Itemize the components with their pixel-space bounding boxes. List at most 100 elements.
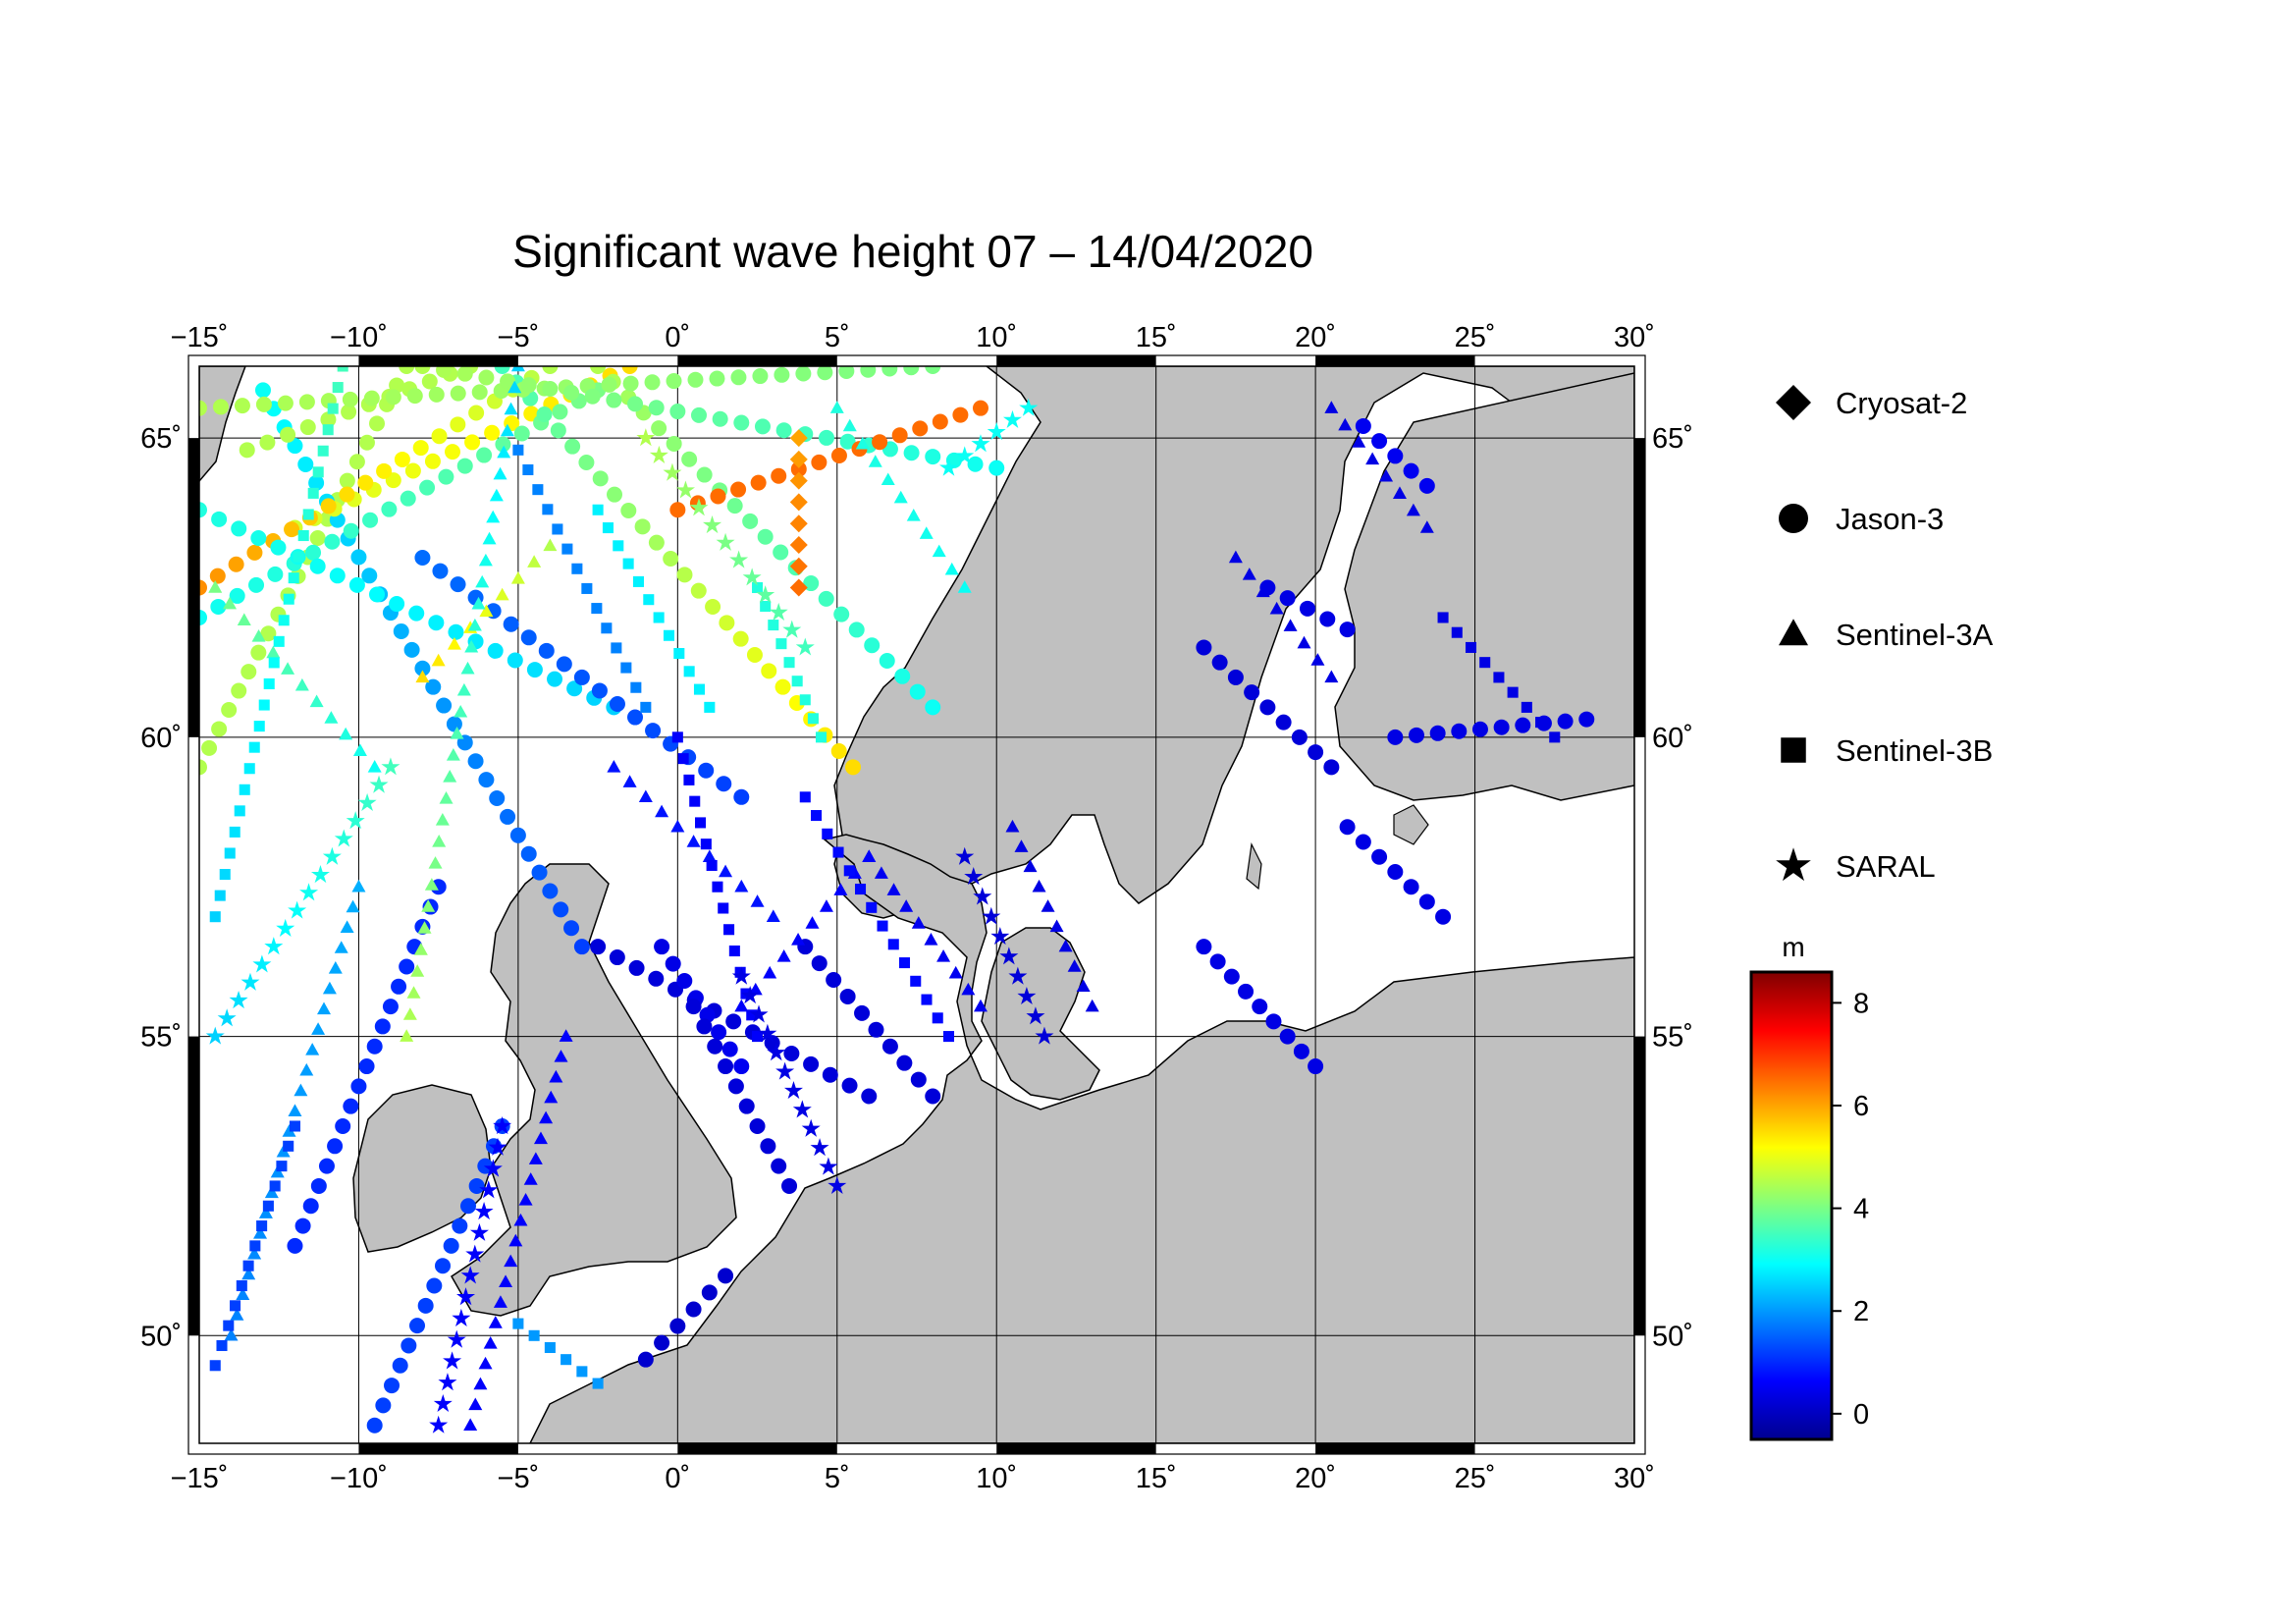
data-point <box>230 1308 244 1321</box>
data-point <box>719 864 733 878</box>
data-point <box>561 543 573 555</box>
data-point <box>733 788 750 805</box>
data-point <box>669 1318 686 1334</box>
data-point <box>1023 859 1038 873</box>
data-point <box>499 1274 513 1288</box>
data-point <box>1451 723 1468 739</box>
lat-tick-label-right: 60˚ <box>1652 723 1693 754</box>
data-point <box>868 455 882 467</box>
data-point <box>250 644 267 661</box>
data-point <box>789 535 808 554</box>
data-point <box>730 481 747 498</box>
data-point <box>317 1001 332 1015</box>
circle-icon <box>1779 504 1808 533</box>
data-point <box>1308 1058 1324 1075</box>
data-point <box>932 1012 943 1024</box>
lon-tick-label-bottom: 30˚ <box>1614 1463 1655 1494</box>
data-point <box>689 795 701 807</box>
data-point <box>705 598 721 615</box>
legend-label: SARAL <box>1836 849 1936 884</box>
lon-tick-label-top: 5˚ <box>825 322 850 353</box>
data-point <box>638 789 653 803</box>
data-point <box>1557 713 1574 730</box>
data-point <box>1365 452 1380 465</box>
data-point <box>1406 503 1420 516</box>
data-point <box>1283 619 1298 631</box>
data-point <box>710 488 726 505</box>
data-point <box>602 522 614 534</box>
data-point <box>563 920 580 937</box>
tick-labels: −15˚ −15˚ −10˚ −10˚ −5˚ −5˚ 0˚ 0˚ 5˚ 5˚ 10˚ 10˚ 15˚ 1… <box>140 322 1693 1494</box>
data-point <box>1238 983 1255 1000</box>
data-point <box>944 562 959 575</box>
data-point <box>302 1198 319 1215</box>
data-point <box>742 513 759 529</box>
data-point <box>924 933 938 946</box>
data-point <box>686 835 701 847</box>
data-point <box>1275 714 1292 730</box>
data-point <box>854 1004 871 1021</box>
data-point <box>903 366 920 376</box>
lat-tick-label-left: 60˚ <box>140 723 182 754</box>
data-point <box>936 948 951 962</box>
data-point <box>841 1077 858 1094</box>
data-point <box>366 1038 383 1055</box>
data-point <box>1211 654 1228 671</box>
diamond-icon <box>1776 385 1811 420</box>
data-point <box>288 572 299 584</box>
data-point <box>1578 711 1595 728</box>
data-point <box>425 678 442 695</box>
data-point <box>1293 1043 1309 1059</box>
data-point <box>467 753 484 770</box>
data-point <box>209 568 226 584</box>
data-point <box>417 1297 434 1314</box>
data-point <box>341 404 357 420</box>
data-point <box>789 514 808 533</box>
data-point <box>1269 601 1284 615</box>
data-point <box>563 384 580 401</box>
data-point <box>811 955 828 972</box>
data-point <box>219 869 231 881</box>
data-point <box>1223 968 1240 985</box>
data-point <box>725 1013 742 1030</box>
satellite-legend: Cryosat-2 Jason-3 Sentinel-3A Sentinel-3B SA… <box>1776 385 1994 884</box>
data-point <box>584 388 601 405</box>
data-point <box>1297 635 1311 649</box>
data-point <box>833 883 848 895</box>
series-sentinel-3b <box>209 366 1561 1389</box>
data-point <box>463 1418 478 1431</box>
data-point <box>527 555 542 568</box>
data-point <box>211 511 228 527</box>
data-point <box>556 656 572 673</box>
lat-tick-label-right: 50˚ <box>1652 1321 1693 1352</box>
data-point <box>520 845 537 862</box>
data-point <box>881 366 898 377</box>
data-point <box>817 366 833 381</box>
data-point <box>967 456 984 472</box>
data-point <box>260 625 277 642</box>
colorbar-ticks: 8 6 4 2 0 <box>1832 988 1869 1431</box>
data-point <box>640 701 652 713</box>
data-point <box>547 671 563 687</box>
data-point <box>912 420 929 437</box>
colorbar-gradient <box>1749 970 1834 1441</box>
data-point <box>746 1009 758 1021</box>
legend-item: Cryosat-2 <box>1776 385 1967 420</box>
data-point <box>919 526 934 539</box>
data-point <box>622 375 639 392</box>
data-point <box>361 568 378 584</box>
data-point <box>760 1138 776 1155</box>
colorbar-unit: m <box>1782 932 1804 962</box>
data-point <box>590 939 607 955</box>
data-point <box>581 582 593 594</box>
data-point <box>293 551 304 563</box>
data-point <box>520 377 537 394</box>
data-point <box>1324 401 1339 413</box>
data-point <box>803 1055 820 1072</box>
legend-item: SARAL <box>1776 847 1936 884</box>
data-point <box>666 373 682 390</box>
series-sentinel-3a <box>208 366 1434 1431</box>
data-point <box>391 978 407 995</box>
data-point <box>446 747 460 761</box>
